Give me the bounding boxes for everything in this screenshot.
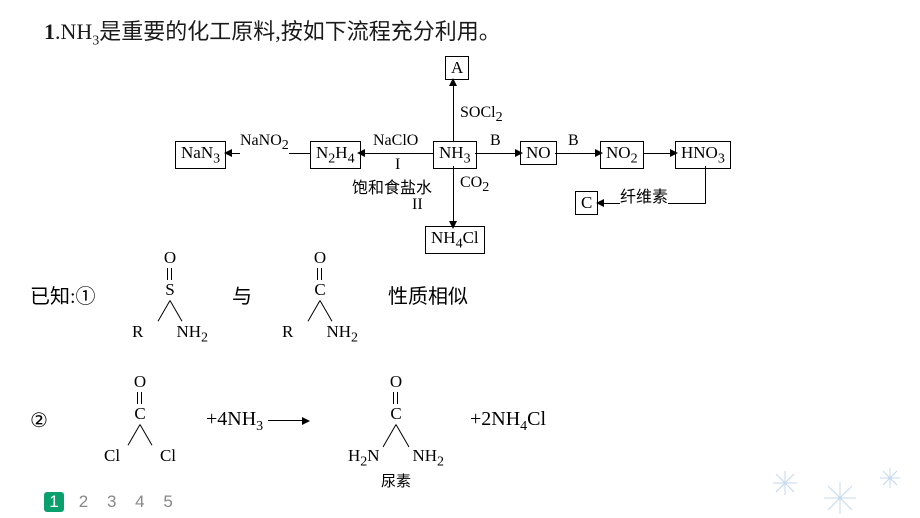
arrow — [705, 166, 706, 203]
label-nano2: NaNO2 — [240, 132, 289, 154]
given-known: 已知:① — [30, 280, 96, 309]
arrow — [365, 153, 433, 154]
q-num: 1 — [44, 19, 55, 44]
arrow — [475, 153, 517, 154]
struct-cocl2: O C Cl Cl — [100, 372, 180, 466]
plus4nh3: +4NH3 — [206, 408, 304, 435]
box-nh3: NH3 — [433, 141, 477, 169]
label-co2: CO2 — [460, 174, 489, 196]
box-no: NO — [520, 141, 557, 165]
page-nav: 1 2 3 4 5 — [44, 492, 187, 512]
box-n2h4: N2H4 — [310, 141, 361, 169]
arrowhead — [449, 221, 457, 229]
arrow — [453, 84, 454, 141]
arrow — [453, 166, 454, 224]
label-i: I — [395, 156, 400, 174]
question-title: 1.NH3是重要的化工原料,按如下流程充分利用。 — [44, 14, 501, 49]
flowchart: A NaN3 N2H4 NH3 NO NO2 HNO3 NH4Cl C NaNO… — [140, 56, 860, 256]
box-no2: NO2 — [600, 141, 644, 169]
struct-urea: O C H2N NH2 尿素 — [348, 372, 444, 491]
label-b1: B — [490, 132, 501, 150]
page-3[interactable]: 3 — [107, 492, 116, 511]
arrow — [555, 153, 597, 154]
struct-c: O C R NH2 — [280, 248, 360, 346]
circ2: ② — [30, 408, 48, 433]
plus2nh4cl: +2NH4Cl — [470, 408, 546, 435]
arrowhead — [357, 149, 365, 157]
given-and: 与 — [232, 280, 252, 309]
page-4[interactable]: 4 — [135, 492, 144, 511]
box-a: A — [445, 56, 469, 80]
box-hno3: HNO3 — [675, 141, 731, 169]
box-c: C — [575, 191, 598, 215]
box-nh4cl: NH4Cl — [425, 226, 485, 254]
page-5[interactable]: 5 — [163, 492, 172, 511]
given-similar: 性质相似 — [388, 280, 468, 309]
snowflake-deco — [750, 458, 920, 518]
arrowhead — [515, 149, 523, 157]
arrowhead — [670, 149, 678, 157]
label-naclo: NaClO — [373, 132, 418, 150]
label-sat: 饱和食盐水 — [352, 174, 432, 198]
page-2[interactable]: 2 — [79, 492, 88, 511]
label-fib: 纤维素 — [620, 183, 668, 207]
arrowhead — [224, 149, 232, 157]
arrowhead — [595, 149, 603, 157]
arrow — [643, 153, 673, 154]
struct-s: O S R NH2 — [130, 248, 210, 346]
page-current[interactable]: 1 — [44, 492, 64, 512]
label-socl2: SOCl2 — [460, 104, 503, 126]
box-nan3: NaN3 — [175, 141, 226, 169]
label-b2: B — [568, 132, 579, 150]
arrowhead — [449, 78, 457, 86]
label-ii: II — [412, 196, 423, 214]
arrowhead — [596, 199, 604, 207]
